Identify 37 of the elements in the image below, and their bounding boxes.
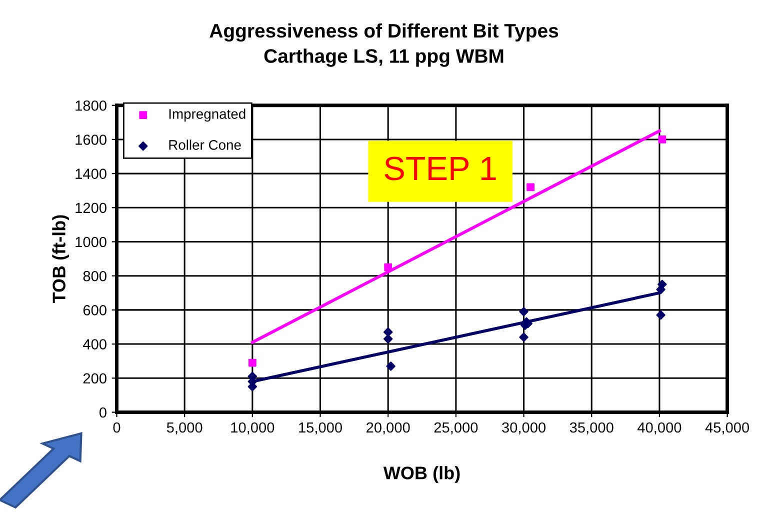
y-tick-label: 1000 — [76, 236, 106, 248]
x-tick-label: 25,000 — [434, 422, 478, 434]
y-tick-label: 0 — [99, 407, 106, 418]
point — [384, 263, 392, 272]
x-tick-label: 15,000 — [299, 422, 342, 434]
point — [383, 327, 393, 337]
x-tick-label: 20,000 — [366, 422, 410, 434]
y-axis-title: TOB (ft-lb) — [52, 215, 70, 304]
x-tick-label: 40,000 — [637, 422, 682, 434]
point — [383, 334, 393, 344]
y-tick-label: 1600 — [76, 134, 106, 145]
y-tick-label: 200 — [83, 373, 106, 384]
x-tick-label: 30,000 — [502, 422, 546, 434]
chart-title: Aggressiveness of Different Bit Types Carthage LS, 11 ppg WBM — [210, 23, 558, 67]
y-tick-label: 600 — [83, 305, 106, 316]
y-tick-label: 1400 — [76, 168, 106, 179]
point — [519, 332, 528, 342]
x-tick-label: 10,000 — [231, 422, 274, 434]
point — [656, 310, 666, 320]
point — [386, 362, 396, 371]
y-tick-label: 1200 — [76, 202, 106, 214]
x-tick-label: 5,000 — [166, 422, 202, 434]
y-tick-label: 1800 — [76, 100, 106, 111]
legend-label: Roller Cone — [169, 140, 241, 150]
legend-label: Impregnated — [169, 108, 246, 122]
y-tick-label: 800 — [83, 270, 106, 282]
point — [656, 284, 666, 294]
y-tick-label: 400 — [83, 339, 106, 350]
x-tick-label: 35,000 — [570, 422, 614, 434]
point — [248, 358, 256, 367]
point — [519, 307, 528, 316]
x-tick-label: 0 — [113, 422, 120, 433]
point — [526, 183, 535, 192]
annotation: STEP 1 — [384, 156, 496, 180]
x-axis-title: WOB (lb) — [383, 466, 460, 483]
x-tick-label: 45,000 — [705, 422, 750, 434]
point — [658, 136, 666, 144]
